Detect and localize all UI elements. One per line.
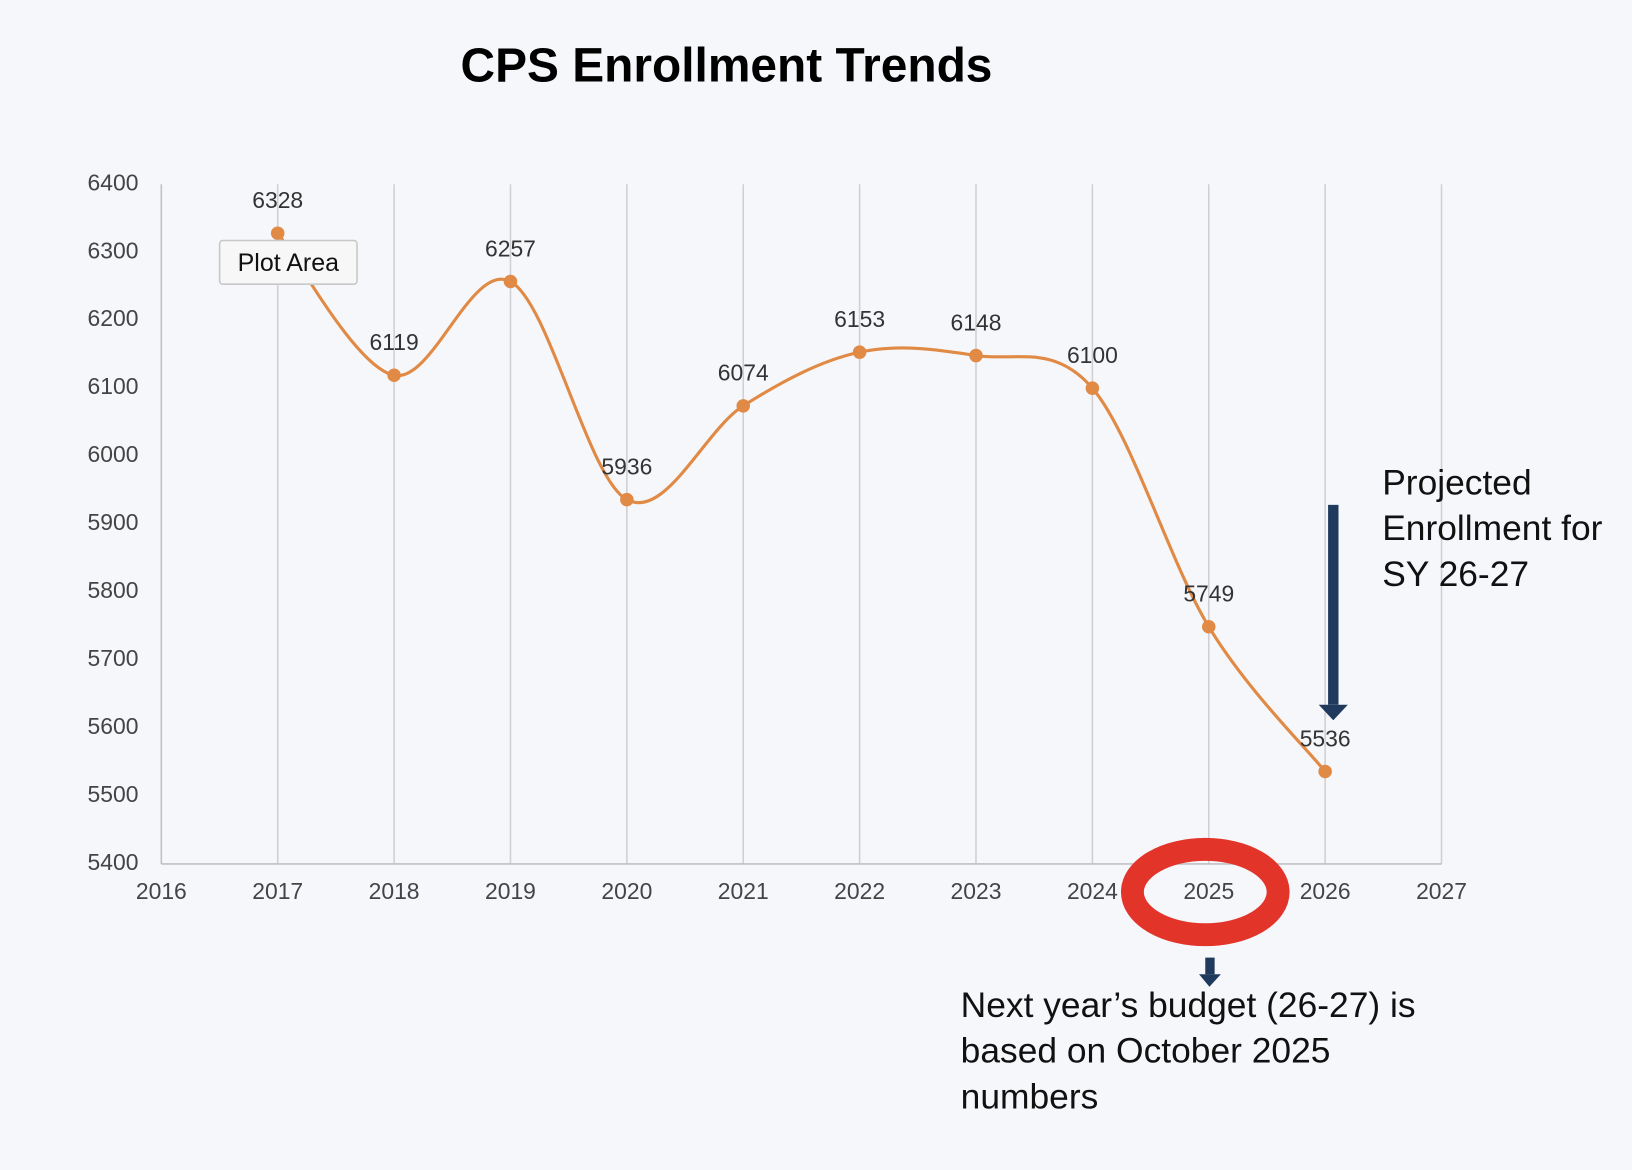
x-tick-label: 2017 (252, 878, 303, 904)
data-point (1318, 764, 1332, 779)
tooltip-text: Plot Area (238, 249, 339, 277)
annotation: SY 26-27 (1382, 555, 1529, 594)
data-label: 5536 (1300, 725, 1351, 751)
arrow-head (1318, 704, 1348, 721)
y-tick-label: 5400 (88, 849, 139, 875)
data-point (852, 345, 867, 359)
x-tick-label: 2024 (1067, 878, 1118, 904)
data-point (1202, 619, 1216, 634)
y-tick-label: 6200 (88, 305, 139, 331)
arrow-shaft (1328, 504, 1339, 705)
x-tick-label: 2019 (485, 878, 536, 904)
data-label: 6100 (1067, 342, 1118, 368)
x-tick-label: 2025 (1183, 878, 1234, 904)
x-tick-label: 2016 (136, 878, 187, 904)
y-tick-label: 6400 (88, 169, 139, 195)
arrow-head (1199, 974, 1221, 987)
annotation: based on October 2025 (961, 1032, 1331, 1071)
data-point (969, 348, 983, 363)
data-point (387, 368, 401, 383)
data-point (270, 226, 285, 240)
x-tick-label: 2026 (1300, 878, 1351, 904)
y-tick-label: 5600 (88, 713, 139, 739)
x-tick-label: 2022 (834, 878, 885, 904)
annotation: Next year’s budget (26-27) is (961, 986, 1416, 1025)
annotation: Enrollment for (1382, 509, 1602, 548)
y-tick-label: 5900 (88, 509, 139, 535)
annotation: numbers (961, 1078, 1099, 1117)
x-tick-label: 2020 (601, 878, 652, 904)
data-label: 6148 (951, 309, 1002, 335)
data-label: 6153 (834, 306, 885, 332)
data-point (620, 492, 634, 507)
data-label: 6074 (718, 360, 769, 386)
series-line (276, 232, 1327, 773)
y-tick-label: 5800 (88, 577, 139, 603)
chart-title: CPS Enrollment Trends (461, 39, 993, 92)
arrow-shaft (1205, 957, 1215, 975)
y-tick-label: 5700 (88, 645, 139, 671)
data-label: 6119 (369, 329, 418, 355)
y-tick-label: 6100 (88, 373, 139, 399)
data-label: 5936 (601, 453, 652, 479)
tooltip-box (218, 239, 358, 285)
highlight-circle (1120, 837, 1290, 947)
annotation: Projected (1382, 463, 1531, 502)
x-tick-label: 2021 (718, 878, 769, 904)
y-tick-label: 5500 (88, 781, 139, 807)
data-point (503, 274, 518, 289)
y-tick-label: 6300 (88, 237, 139, 263)
x-tick-label: 2018 (369, 878, 420, 904)
data-label: 6257 (485, 235, 536, 261)
data-point (1085, 381, 1100, 395)
data-label: 5749 (1183, 581, 1234, 607)
data-label: 6328 (252, 187, 303, 213)
x-tick-label: 2023 (951, 878, 1002, 904)
data-point (736, 399, 751, 413)
y-tick-label: 6000 (88, 441, 139, 467)
x-tick-label: 2027 (1416, 878, 1467, 904)
